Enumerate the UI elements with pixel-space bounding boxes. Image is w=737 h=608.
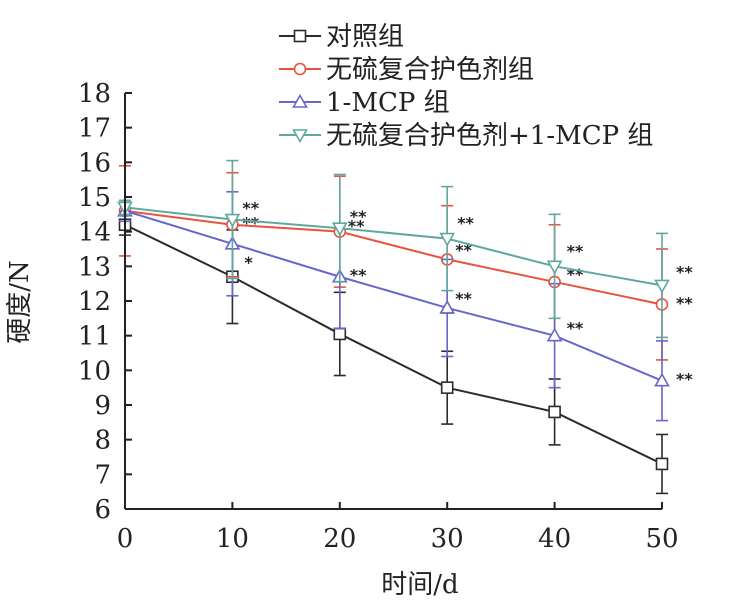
significance-stars: ** [676,262,693,281]
axes: 时间/d 硬度/N 6 7 8 9 10 11 12 13 14 15 16 17 18 0 10 20 30 4… [5,79,679,600]
legend-label: 1-MCP 组 [326,88,450,118]
significance-stars: * [244,253,253,272]
data-point [439,232,456,247]
legend-item: 无硫复合护色剂组 [279,55,534,85]
data-point [331,222,348,237]
significance-stars: ** [567,319,584,338]
significance-stars: ** [242,214,259,233]
data-point [546,260,563,275]
legend-item: 无硫复合护色剂+1-MCP 组 [279,121,653,151]
significance-stars: ** [350,266,367,285]
y-tick-label: 10 [78,356,111,386]
x-tick-label: 10 [216,524,249,554]
legend-label: 无硫复合护色剂组 [326,55,534,85]
data-point [439,299,456,314]
y-tick-label: 8 [94,426,111,456]
legend-label: 无硫复合护色剂+1-MCP 组 [326,121,653,151]
x-tick-label: 40 [538,524,571,554]
series-line [124,206,663,287]
data-point [654,279,670,294]
y-tick-label: 15 [78,183,111,213]
significance-stars: ** [567,241,584,260]
series-line [124,209,663,382]
legend-item: 对照组 [279,22,404,52]
y-tick-label: 7 [94,460,111,490]
legend-marker [293,62,307,76]
significance-stars: ** [676,293,693,312]
legend-marker [293,29,307,43]
significance-stars: ** [676,370,693,389]
x-tick-label: 50 [645,524,678,554]
data-point [224,213,241,228]
significance-stars: ** [350,207,367,226]
y-tick-label: 14 [78,218,111,248]
significance-stars: ** [455,240,472,259]
data-point [548,405,561,419]
series-line [124,223,663,465]
data-point [654,372,670,387]
y-tick-label: 18 [78,79,111,109]
significance-stars: ** [242,199,259,218]
y-tick-label: 11 [78,322,111,352]
y-tick-label: 12 [78,287,111,317]
series-group: ********** [117,159,693,339]
significance-stars: ** [457,214,474,233]
x-axis-title: 时间/d [381,570,458,600]
significance-stars: ** [455,289,472,308]
legend-marker [292,93,308,108]
legend-label: 对照组 [326,22,404,52]
legend-item: 1-MCP 组 [279,88,450,118]
data-point [440,381,454,394]
y-tick-label: 9 [94,391,111,421]
legend-marker [292,129,308,144]
x-tick-label: 0 [117,524,134,554]
series-line [124,209,663,306]
y-tick-label: 16 [78,148,111,178]
significance-stars: ** [567,265,584,284]
y-axis-title: 硬度/N [5,260,35,344]
y-tick-label: 17 [78,114,111,144]
y-tick-label: 6 [94,495,111,525]
data-point [546,327,563,342]
x-tick-label: 20 [323,524,356,554]
x-tick-label: 30 [431,524,464,554]
data-point [655,457,669,471]
y-tick-label: 13 [78,252,111,282]
data-point [333,327,347,341]
